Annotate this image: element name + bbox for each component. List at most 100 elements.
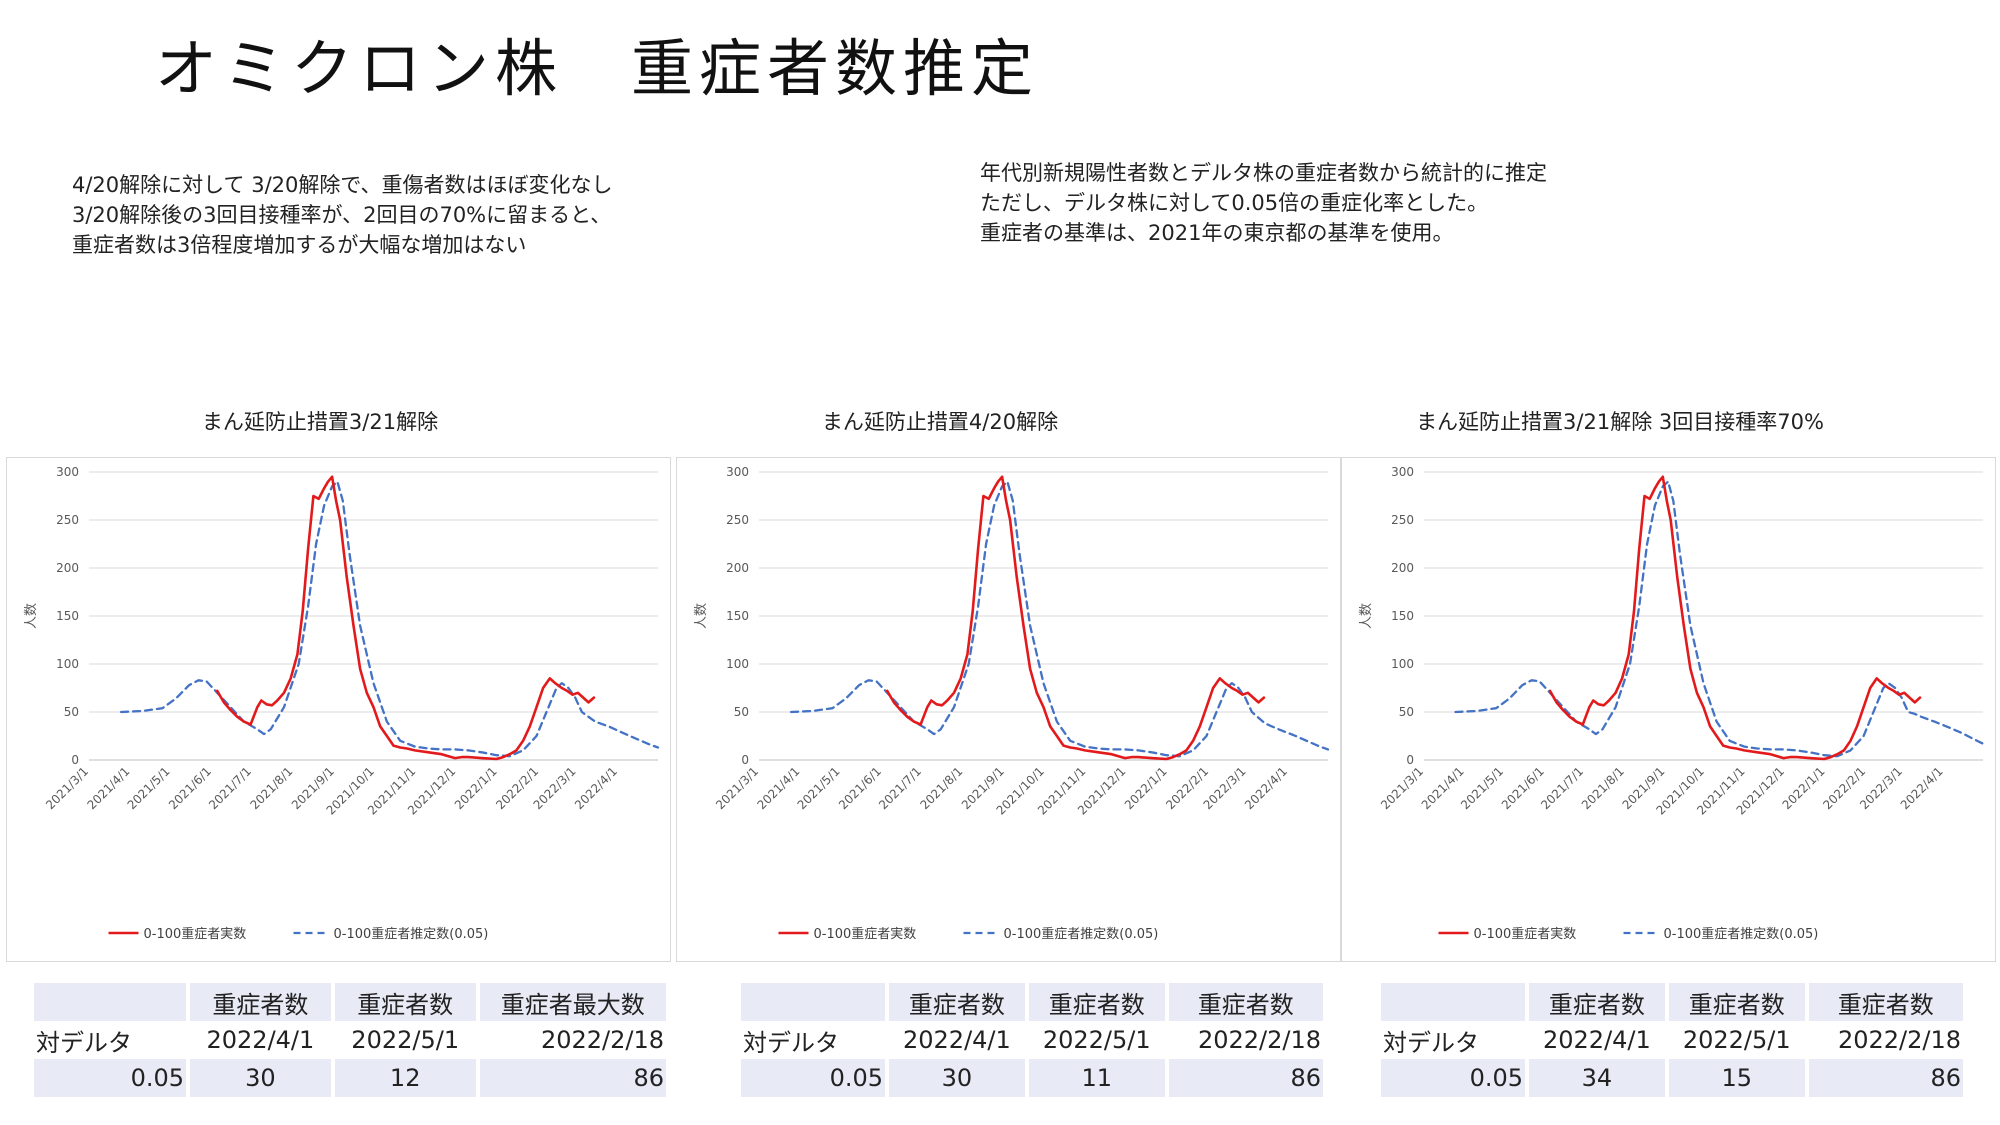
legend-label-actual: 0-100重症者実数 — [814, 926, 917, 942]
table-cell: 0.05 — [34, 1059, 186, 1097]
table-cell: 対デルタ — [36, 1028, 132, 1057]
table-cell: 2022/4/1 — [903, 1026, 1011, 1054]
series-line-estimate — [789, 480, 1330, 758]
table-cell: 対デルタ — [1383, 1028, 1479, 1057]
y-tick-label: 200 — [726, 561, 749, 575]
y-tick-label: 200 — [56, 561, 79, 575]
series-line-actual — [215, 475, 596, 761]
y-tick-label: 150 — [1391, 609, 1414, 623]
table-cell: 2022/5/1 — [351, 1026, 460, 1054]
y-tick-label: 250 — [1391, 513, 1414, 527]
y-tick-label: 0 — [741, 753, 749, 767]
table-cell: 86 — [1168, 1059, 1323, 1097]
x-tick-label: 2021/8/1 — [247, 764, 295, 812]
table-header-cell: 重症者数 — [190, 983, 331, 1021]
summary-table-1: 重症者数 重症者数 重症者最大数 対デルタ 2022/4/1 2022/5/1 … — [30, 983, 670, 1097]
x-tick-label: 2021/3/1 — [713, 764, 761, 812]
table-cell: 86 — [1808, 1059, 1963, 1097]
y-tick-label: 50 — [1399, 705, 1414, 719]
table-cell: 11 — [1028, 1059, 1165, 1097]
notes-right: 年代別新規陽性者数とデルタ株の重症者数から統計的に推定 ただし、デルタ株に対して… — [980, 158, 1547, 248]
table-cell: 86 — [479, 1059, 666, 1097]
series-line-actual — [885, 475, 1266, 761]
x-tick-label: 2021/7/1 — [1538, 764, 1586, 812]
legend-label-actual: 0-100重症者実数 — [1474, 926, 1577, 942]
x-tick-label: 2022/1/1 — [1122, 764, 1170, 812]
page-title: オミクロン株 重症者数推定 — [155, 32, 1040, 105]
chart-title-1: まん延防止措置3/21解除 — [201, 410, 439, 434]
y-axis-label: 人数 — [24, 603, 39, 629]
table-header-cell: 重症者数 — [334, 983, 476, 1021]
chart-panel-2: 0 50 100 150 200 250 300 人数 2021/3/1 2021/4/1 2021… — [676, 457, 1341, 962]
y-tick-label: 200 — [1391, 561, 1414, 575]
legend-label-estimate: 0-100重症者推定数(0.05) — [334, 926, 489, 942]
x-tick-label: 2021/6/1 — [166, 764, 214, 812]
x-tick-label: 2021/8/1 — [917, 764, 965, 812]
series-line-estimate — [119, 480, 660, 758]
x-tick-label: 2021/7/1 — [206, 764, 254, 812]
table-cell: 34 — [1529, 1059, 1665, 1097]
chart-panel-1: 0 50 100 150 200 250 300 人数 2021/3/1 2021/4/1 2021… — [6, 457, 671, 962]
table-cell: 2022/5/1 — [1042, 1026, 1151, 1054]
summary-table-3: 重症者数 重症者数 重症者数 対デルタ 2022/4/1 2022/5/1 20… — [1377, 983, 1967, 1097]
x-tick-label: 2021/3/1 — [43, 764, 91, 812]
y-tick-label: 100 — [56, 657, 79, 671]
chart-3: 050100150200250300人数2021/3/12021/4/12021… — [1359, 465, 1985, 942]
chart-panel-3: 0 50 100 150 200 250 300 人数 2021/3/1 2021/4/1 2021… — [1341, 457, 1996, 962]
y-tick-label: 100 — [726, 657, 749, 671]
y-tick-label: 0 — [71, 753, 79, 767]
table-cell: 30 — [889, 1059, 1025, 1097]
chart-title-3: まん延防止措置3/21解除 3回目接種率70% — [1416, 410, 1824, 434]
x-tick-label: 2021/5/1 — [125, 764, 173, 812]
note-line: 4/20解除に対して 3/20解除で、重傷者数はほぼ変化なし — [72, 173, 613, 197]
note-line: 重症者の基準は、2021年の東京都の基準を使用。 — [980, 221, 1454, 245]
x-tick-label: 2021/6/1 — [836, 764, 884, 812]
x-tick-label: 2021/5/1 — [1458, 764, 1506, 812]
x-tick-label: 2022/4/1 — [1242, 764, 1290, 812]
y-tick-label: 300 — [726, 465, 749, 479]
table-cell: 30 — [190, 1059, 331, 1097]
table-header-cell — [34, 983, 186, 1021]
note-line: 年代別新規陽性者数とデルタ株の重症者数から統計的に推定 — [980, 161, 1547, 185]
note-line: ただし、デルタ株に対して0.05倍の重症化率とした。 — [980, 191, 1489, 215]
table-cell: 2022/4/1 — [1543, 1026, 1651, 1054]
table-cell: 2022/5/1 — [1682, 1026, 1791, 1054]
table-cell: 2022/2/18 — [1197, 1026, 1321, 1054]
x-tick-label: 2021/4/1 — [755, 764, 803, 812]
note-line: 3/20解除後の3回目接種率が、2回目の70%に留まると、 — [72, 203, 612, 227]
y-axis-label: 人数 — [694, 603, 709, 629]
table-header-cell: 重症者数 — [1028, 983, 1165, 1021]
table-header-cell — [1381, 983, 1525, 1021]
y-tick-label: 100 — [1391, 657, 1414, 671]
table-cell: 2022/2/18 — [540, 1026, 664, 1054]
x-tick-label: 2021/7/1 — [876, 764, 924, 812]
legend-label-estimate: 0-100重症者推定数(0.05) — [1664, 926, 1819, 942]
table-cell: 0.05 — [1381, 1059, 1525, 1097]
y-tick-label: 0 — [1406, 753, 1414, 767]
table-cell: 対デルタ — [743, 1028, 839, 1057]
table-header-cell: 重症者最大数 — [479, 983, 666, 1021]
series-line-actual — [1548, 475, 1922, 761]
chart-title-2: まん延防止措置4/20解除 — [821, 410, 1059, 434]
x-tick-label: 2021/8/1 — [1579, 764, 1627, 812]
table-cell: 2022/2/18 — [1837, 1026, 1961, 1054]
x-tick-label: 2021/3/1 — [1378, 764, 1426, 812]
table-header-cell: 重症者数 — [889, 983, 1025, 1021]
y-tick-label: 50 — [734, 705, 749, 719]
table-cell: 15 — [1668, 1059, 1805, 1097]
y-tick-label: 150 — [726, 609, 749, 623]
y-tick-label: 50 — [64, 705, 79, 719]
x-tick-label: 2021/5/1 — [795, 764, 843, 812]
x-tick-label: 2022/4/1 — [572, 764, 620, 812]
y-tick-label: 250 — [726, 513, 749, 527]
table-header-cell: 重症者数 — [1808, 983, 1963, 1021]
series-line-estimate — [1454, 480, 1985, 758]
chart-2: 050100150200250300人数2021/3/12021/4/12021… — [694, 465, 1330, 942]
y-tick-label: 150 — [56, 609, 79, 623]
table-header-cell — [741, 983, 885, 1021]
x-tick-label: 2021/4/1 — [85, 764, 133, 812]
legend-label-actual: 0-100重症者実数 — [144, 926, 247, 942]
table-cell: 2022/4/1 — [206, 1026, 315, 1054]
note-line: 重症者数は3倍程度増加するが大幅な増加はない — [72, 233, 527, 257]
x-tick-label: 2022/1/1 — [1780, 764, 1828, 812]
